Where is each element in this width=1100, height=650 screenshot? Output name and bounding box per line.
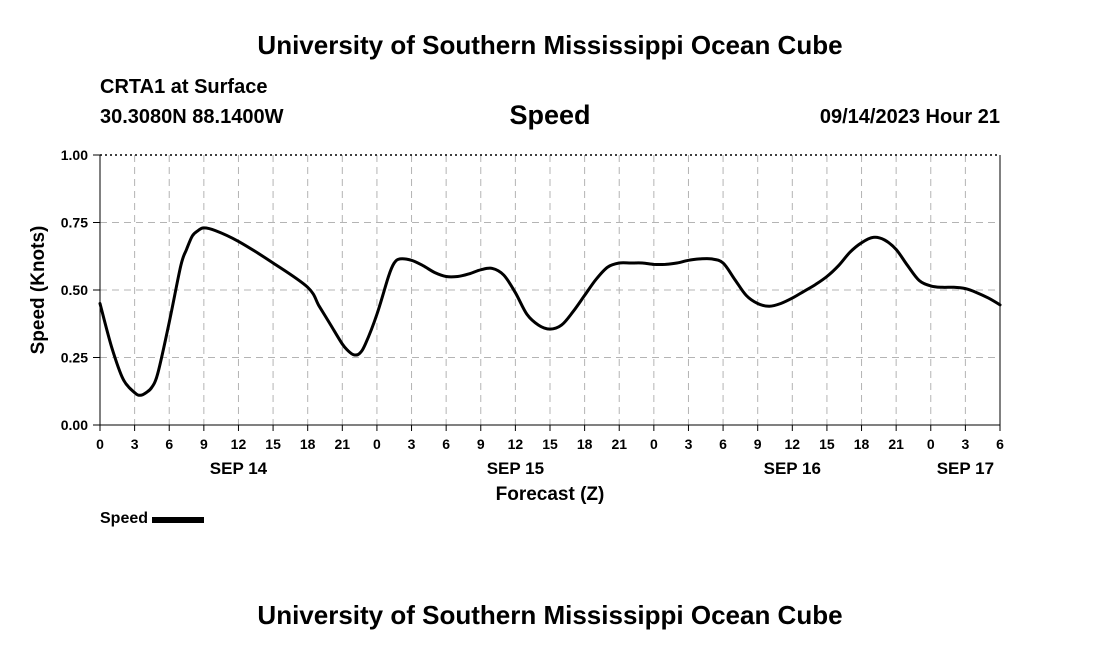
x-tick-label: 21 xyxy=(888,436,904,452)
y-tick-label: 0.50 xyxy=(61,282,88,298)
x-tick-label: 3 xyxy=(685,436,693,452)
y-tick-label: 1.00 xyxy=(61,147,88,163)
x-tick-label: 6 xyxy=(442,436,450,452)
x-tick-label: 12 xyxy=(785,436,801,452)
x-tick-label: 0 xyxy=(96,436,104,452)
legend-label: Speed xyxy=(100,510,149,527)
legend: Speed xyxy=(100,510,205,528)
x-tick-label: 15 xyxy=(542,436,558,452)
x-tick-label: 15 xyxy=(819,436,835,452)
x-tick-label: 3 xyxy=(961,436,969,452)
series-line-speed xyxy=(98,226,1002,397)
coordinates-label: 30.3080N 88.1400W xyxy=(100,106,284,128)
x-tick-label: 18 xyxy=(854,436,870,452)
x-tick-label: 6 xyxy=(719,436,727,452)
x-tick-label: 3 xyxy=(408,436,416,452)
x-tick-label: 12 xyxy=(231,436,247,452)
chart-title: University of Southern Mississippi Ocean… xyxy=(257,30,843,60)
x-tick-label: 12 xyxy=(508,436,524,452)
y-tick-label: 0.25 xyxy=(61,350,88,366)
x-tick-label: 0 xyxy=(373,436,381,452)
date-label: SEP 16 xyxy=(764,459,821,478)
date-label: SEP 17 xyxy=(937,459,994,478)
x-tick-label: 0 xyxy=(927,436,935,452)
date-label: SEP 15 xyxy=(487,459,544,478)
x-tick-label: 6 xyxy=(996,436,1004,452)
date-label: SEP 14 xyxy=(210,459,268,478)
x-axis-label: Forecast (Z) xyxy=(496,484,605,505)
y-axis-label: Speed (Knots) xyxy=(28,226,49,355)
x-tick-label: 15 xyxy=(265,436,281,452)
y-tick-label: 0.75 xyxy=(61,215,88,231)
x-tick-label: 18 xyxy=(577,436,593,452)
x-tick-label: 3 xyxy=(131,436,139,452)
variable-title: Speed xyxy=(509,100,591,130)
x-tick-label: 21 xyxy=(335,436,351,452)
x-tick-label: 0 xyxy=(650,436,658,452)
x-tick-label: 9 xyxy=(754,436,762,452)
x-tick-label: 9 xyxy=(477,436,485,452)
legend-swatch xyxy=(152,517,205,523)
x-tick-label: 9 xyxy=(200,436,208,452)
x-tick-label: 6 xyxy=(165,436,173,452)
forecast-datetime: 09/14/2023 Hour 21 xyxy=(819,106,1000,128)
y-tick-label: 0.00 xyxy=(61,417,88,433)
x-tick-label: 18 xyxy=(300,436,316,452)
x-tick-label: 21 xyxy=(611,436,627,452)
station-label: CRTA1 at Surface xyxy=(100,76,268,98)
footer-title: University of Southern Mississippi Ocean… xyxy=(257,600,843,630)
